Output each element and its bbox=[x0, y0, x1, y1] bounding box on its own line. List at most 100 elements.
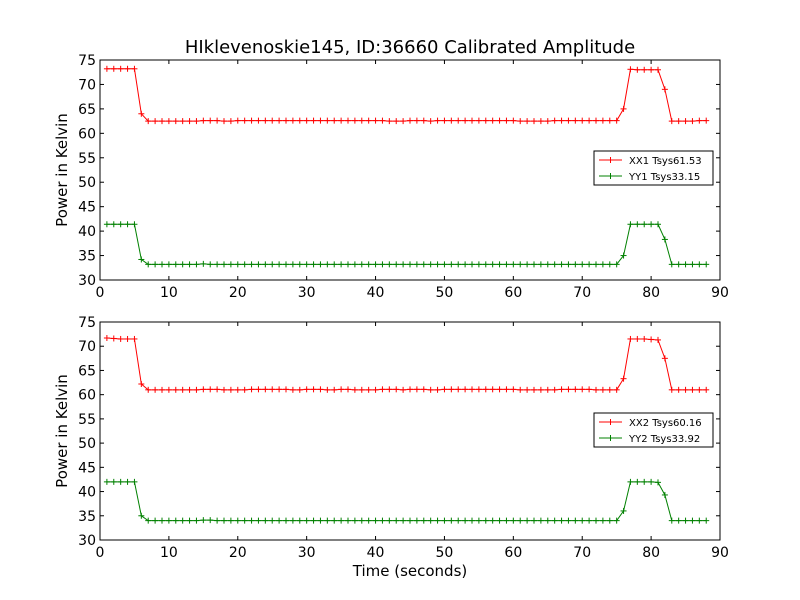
series-line-yy bbox=[106, 481, 707, 522]
data-point bbox=[227, 118, 234, 125]
data-point bbox=[510, 386, 517, 393]
data-point bbox=[586, 261, 593, 268]
data-point bbox=[241, 261, 248, 268]
data-point bbox=[613, 517, 620, 524]
data-point bbox=[365, 261, 372, 268]
data-point bbox=[241, 386, 248, 393]
data-point bbox=[131, 335, 138, 342]
data-point bbox=[489, 386, 496, 393]
data-point bbox=[283, 386, 289, 393]
legend: XX2 Tsys60.16 YY2 Tsys33.92 bbox=[593, 412, 714, 448]
data-point bbox=[241, 517, 248, 524]
data-point bbox=[613, 117, 620, 124]
data-point bbox=[186, 386, 193, 393]
x-tick-label: 20 bbox=[229, 545, 247, 561]
data-point bbox=[124, 65, 131, 72]
data-point bbox=[689, 517, 696, 524]
data-point bbox=[283, 117, 289, 124]
data-point bbox=[124, 478, 131, 485]
data-point bbox=[234, 517, 241, 524]
data-point bbox=[310, 386, 317, 393]
data-point bbox=[324, 517, 331, 524]
data-point bbox=[351, 386, 358, 393]
data-point bbox=[372, 517, 379, 524]
data-point bbox=[393, 261, 400, 268]
data-point bbox=[655, 66, 661, 73]
data-point bbox=[565, 117, 572, 124]
data-point bbox=[372, 117, 379, 124]
data-point bbox=[634, 66, 641, 73]
x-tick-label: 50 bbox=[436, 285, 454, 301]
data-point bbox=[345, 117, 351, 124]
data-point bbox=[441, 261, 448, 268]
data-point bbox=[255, 386, 262, 393]
data-point bbox=[531, 517, 537, 524]
data-point bbox=[407, 517, 413, 524]
data-point bbox=[152, 386, 159, 393]
series-line-xx bbox=[106, 68, 707, 122]
data-point bbox=[351, 117, 358, 124]
data-point bbox=[276, 117, 283, 124]
data-point bbox=[214, 261, 221, 268]
y-tick-label: 40 bbox=[78, 224, 96, 240]
data-point bbox=[448, 517, 455, 524]
data-point bbox=[531, 386, 537, 393]
data-point bbox=[469, 386, 475, 393]
data-point bbox=[441, 517, 448, 524]
axes-frame bbox=[99, 321, 721, 541]
axes-frame bbox=[99, 59, 721, 281]
data-point bbox=[434, 261, 441, 268]
data-point bbox=[324, 261, 331, 268]
data-point bbox=[551, 386, 558, 393]
data-point bbox=[675, 386, 682, 393]
data-point bbox=[648, 221, 655, 228]
data-point bbox=[489, 517, 496, 524]
data-point bbox=[296, 517, 303, 524]
data-point bbox=[448, 261, 455, 268]
x-tick-label: 40 bbox=[367, 545, 385, 561]
data-point bbox=[221, 261, 227, 268]
data-point bbox=[269, 517, 276, 524]
data-point bbox=[248, 386, 255, 393]
data-point bbox=[386, 261, 393, 268]
data-point bbox=[482, 261, 489, 268]
data-point bbox=[517, 386, 524, 393]
data-point bbox=[145, 517, 152, 524]
y-tick-label: 50 bbox=[78, 175, 96, 191]
x-tick-label: 80 bbox=[642, 285, 660, 301]
data-point bbox=[579, 517, 586, 524]
legend-label: YY2 Tsys33.92 bbox=[628, 434, 700, 445]
y-tick-label: 40 bbox=[78, 485, 96, 501]
data-point bbox=[172, 386, 179, 393]
data-point bbox=[579, 261, 586, 268]
y-tick-label: 30 bbox=[78, 273, 96, 289]
data-point bbox=[227, 517, 234, 524]
data-point bbox=[303, 517, 310, 524]
data-point bbox=[606, 261, 613, 268]
data-point bbox=[276, 386, 283, 393]
data-point bbox=[551, 117, 558, 124]
data-point bbox=[703, 117, 710, 124]
data-point bbox=[372, 386, 379, 393]
data-point bbox=[358, 517, 365, 524]
data-point bbox=[159, 386, 165, 393]
data-point bbox=[496, 517, 503, 524]
y-axis-label: Power in Kelvin bbox=[53, 374, 71, 488]
data-point bbox=[227, 386, 234, 393]
data-point bbox=[255, 261, 262, 268]
data-point bbox=[634, 478, 641, 485]
data-point bbox=[648, 336, 655, 343]
data-point bbox=[310, 517, 317, 524]
data-point bbox=[186, 517, 193, 524]
data-point bbox=[661, 236, 668, 243]
data-point bbox=[186, 118, 193, 125]
data-point bbox=[186, 261, 193, 268]
data-point bbox=[517, 261, 524, 268]
data-point bbox=[255, 117, 262, 124]
data-point bbox=[310, 117, 317, 124]
data-point bbox=[289, 117, 296, 124]
data-point bbox=[400, 517, 407, 524]
data-point bbox=[351, 517, 358, 524]
data-point bbox=[544, 118, 551, 125]
data-point bbox=[462, 517, 469, 524]
